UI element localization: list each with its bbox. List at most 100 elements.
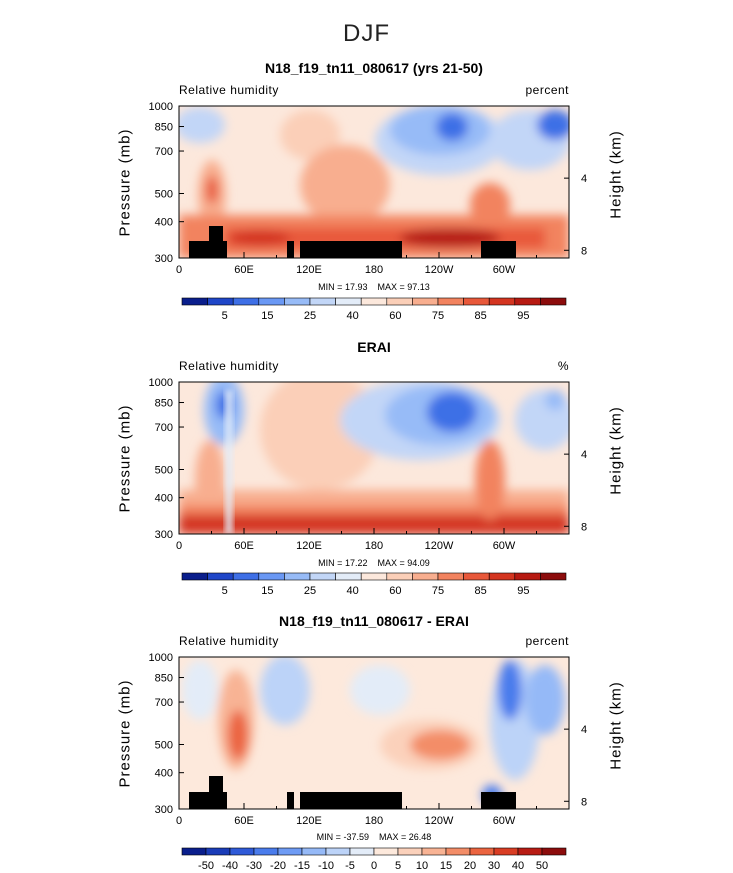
panel-3-ytick-label-850: 850 <box>155 673 173 685</box>
panel-3-right-tick-label-4: 4 <box>581 724 587 736</box>
panel-3-land-mask <box>189 776 516 809</box>
panel-3-ytick-label-1000: 1000 <box>149 652 173 664</box>
panel-2-colorbar-swatch <box>309 572 336 581</box>
panel-1-colorbar-swatch <box>258 297 285 306</box>
panel-3-colorbar-swatch <box>277 847 303 856</box>
panel-3-colorbar-label: 50 <box>536 860 548 872</box>
panel-1-colorbar-label: 95 <box>517 310 529 322</box>
panel-3-field <box>179 657 569 809</box>
panel-1-min-max: MIN = 17.93 MAX = 97.13 <box>179 282 569 292</box>
panel-3-colorbar-swatch <box>229 847 255 856</box>
panel-1-colorbar-swatch <box>335 297 362 306</box>
panel-3-colorbar-swatch <box>421 847 447 856</box>
panel-1-xtick-label-2: 120E <box>296 264 322 276</box>
panel-3-xtick-label-5: 60W <box>493 815 516 827</box>
panel-2-colorbar-label: 85 <box>475 585 487 597</box>
panel-2-title: ERAI <box>357 339 391 355</box>
panel-3-colorbar-label: -20 <box>270 860 286 872</box>
panel-1-max-label: MAX = <box>377 282 405 292</box>
panel-1-colorbar-swatch <box>412 297 439 306</box>
panel-2-xtick-label-3: 180 <box>365 540 383 552</box>
panel-1-colorbar-swatch <box>488 297 516 306</box>
panel-3-right-tick-label-8: 8 <box>581 796 587 808</box>
panel-3-colorbar-label: -30 <box>246 860 262 872</box>
panel-1-colorbar-label: 85 <box>475 310 487 322</box>
panel-2-ytick-label-400: 400 <box>155 493 173 505</box>
panel-1-ytick-label-400: 400 <box>155 217 173 229</box>
panel-3-colorbar-label: 20 <box>464 860 476 872</box>
panel-3-ytick-label-500: 500 <box>155 740 173 752</box>
panel-1-ytick-label-700: 700 <box>155 146 173 158</box>
panel-2-ytick-label-700: 700 <box>155 422 173 434</box>
panel-2-colorbar-label: 40 <box>347 585 359 597</box>
panel-2-min-max: MIN = 17.22 MAX = 94.09 <box>179 558 569 568</box>
panel-3-colorbar-label: 30 <box>488 860 500 872</box>
panel-3-colorbar-label: 5 <box>395 860 401 872</box>
panel-2-ytick-label-300: 300 <box>155 529 173 541</box>
panel-3-colorbar-label: -50 <box>198 860 214 872</box>
panel-2-units-label: % <box>557 359 569 373</box>
panel-3-min-max: MIN = -37.59 MAX = 26.48 <box>179 832 569 842</box>
panel-3-colorbar-swatch <box>325 847 351 856</box>
panel-1-max-value: 97.13 <box>407 282 430 292</box>
panel-3-colorbar-label: -15 <box>294 860 310 872</box>
panel-3-ytick-label-400: 400 <box>155 768 173 780</box>
panel-2-xtick-label-4: 120W <box>425 540 454 552</box>
panel-2-colorbar-label: 60 <box>389 585 401 597</box>
panel-2-ytick-label-500: 500 <box>155 465 173 477</box>
panel-1-min-label: MIN = <box>318 282 343 292</box>
panel-2-colorbar-swatch <box>232 572 260 581</box>
panel-2-colorbar-swatch <box>284 572 311 581</box>
panel-3-colorbar-label: 10 <box>416 860 428 872</box>
panel-1-xtick-label-1: 60E <box>234 264 254 276</box>
panel-1-colorbar-swatch <box>360 297 388 306</box>
panel-2-xtick-label-0: 0 <box>176 540 182 552</box>
panel-2-colorbar-label: 75 <box>432 585 444 597</box>
panel-2-colorbar-label: 15 <box>261 585 273 597</box>
panel-1-xtick-label-5: 60W <box>493 264 516 276</box>
panel-2-colorbar-swatch <box>437 572 464 581</box>
panel-1-title: N18_f19_tn11_080617 (yrs 21-50) <box>265 60 483 76</box>
panel-1-variable-label: Relative humidity <box>179 83 279 97</box>
panel-2-colorbar-swatch <box>412 572 439 581</box>
season-title: DJF <box>343 20 390 47</box>
panel-3-xtick-label-2: 120E <box>296 815 322 827</box>
panel-2-max-value: 94.09 <box>407 558 430 568</box>
panel-1-right-tick-label-8: 8 <box>581 245 587 257</box>
panel-1-ytick-label-500: 500 <box>155 189 173 201</box>
panel-3-colorbar-label: 40 <box>512 860 524 872</box>
panel-3-colorbar-swatch <box>493 847 519 856</box>
panel-3-colorbar-label: -10 <box>318 860 334 872</box>
panel-3-xtick-label-1: 60E <box>234 815 254 827</box>
panel-3-xtick-label-4: 120W <box>425 815 454 827</box>
panel-3-colorbar-swatch <box>397 847 423 856</box>
panel-1-land-mask <box>189 226 516 258</box>
panel-3-colorbar-label: -5 <box>345 860 355 872</box>
panel-1-colorbar-label: 40 <box>347 310 359 322</box>
panel-2-variable-label: Relative humidity <box>179 359 279 373</box>
panel-1-colorbar-label: 15 <box>261 310 273 322</box>
panel-2-colorbar-swatch <box>360 572 388 581</box>
panel-1-xtick-label-0: 0 <box>176 264 182 276</box>
panel-3-max-label: MAX = <box>379 832 407 842</box>
panel-2-ytick-label-1000: 1000 <box>149 377 173 389</box>
panel-1-ytick-label-1000: 1000 <box>149 101 173 113</box>
panel-1-ytick-label-300: 300 <box>155 253 173 265</box>
panel-1-colorbar-swatch <box>232 297 260 306</box>
panel-3-ytick-label-700: 700 <box>155 697 173 709</box>
panel-2-colorbar-swatch <box>514 572 541 581</box>
panel-2-colorbar-label: 95 <box>517 585 529 597</box>
panel-2-xtick-label-2: 120E <box>296 540 322 552</box>
panel-3-colorbar-swatch <box>301 847 327 856</box>
panel-3-colorbar-swatch <box>253 847 279 856</box>
panel-1-colorbar-swatch <box>284 297 311 306</box>
panel-2-colorbar-swatch <box>463 572 490 581</box>
panel-2-colorbar-swatch <box>258 572 285 581</box>
panel-1-colorbar-label: 75 <box>432 310 444 322</box>
panel-1-units-label: percent <box>525 83 569 97</box>
panel-2-xtick-label-1: 60E <box>234 540 254 552</box>
panel-1-ytick-label-850: 850 <box>155 122 173 134</box>
panel-1-field <box>179 106 569 258</box>
